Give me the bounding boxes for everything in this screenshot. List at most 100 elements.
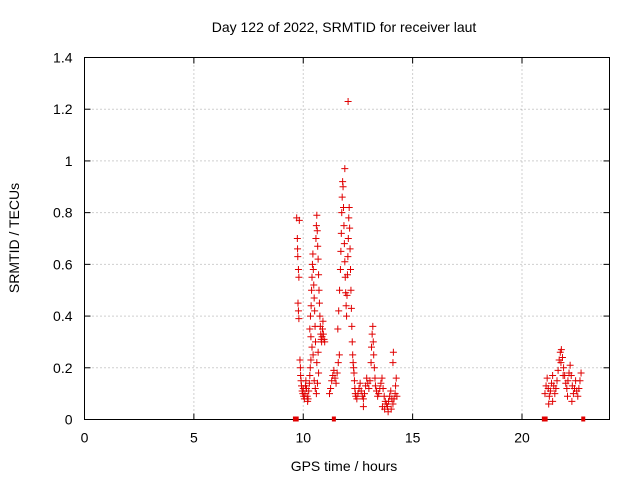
data-point bbox=[305, 379, 313, 387]
data-point bbox=[576, 377, 584, 385]
data-point bbox=[348, 338, 356, 346]
data-point bbox=[361, 390, 368, 398]
data-point bbox=[546, 387, 554, 395]
data-point bbox=[392, 374, 400, 382]
data-point bbox=[564, 392, 571, 400]
data-point bbox=[305, 387, 313, 395]
data-point bbox=[371, 382, 379, 390]
data-point bbox=[367, 359, 375, 367]
data-point bbox=[369, 322, 377, 330]
data-point bbox=[336, 266, 344, 274]
data-point bbox=[307, 302, 315, 310]
data-point bbox=[340, 222, 348, 230]
data-point bbox=[311, 307, 319, 315]
data-point bbox=[326, 390, 333, 398]
data-point bbox=[306, 364, 314, 372]
data-point bbox=[341, 165, 349, 173]
data-point bbox=[327, 384, 335, 392]
data-point bbox=[558, 353, 566, 361]
data-point bbox=[335, 351, 343, 359]
data-point bbox=[347, 266, 354, 274]
data-point bbox=[308, 273, 316, 281]
data-point bbox=[295, 216, 303, 224]
x-tick-label: 5 bbox=[190, 430, 198, 446]
grid-lines bbox=[84, 57, 610, 420]
chart-title: Day 122 of 2022, SRMTID for receiver lau… bbox=[212, 19, 477, 35]
data-point bbox=[294, 266, 302, 274]
data-point bbox=[349, 351, 357, 359]
data-point bbox=[333, 369, 341, 377]
data-point bbox=[346, 245, 354, 253]
data-point bbox=[310, 294, 318, 302]
data-point bbox=[346, 224, 354, 232]
data-point bbox=[551, 390, 559, 398]
data-point bbox=[337, 247, 345, 255]
y-tick-label: 0.2 bbox=[53, 360, 73, 376]
data-point bbox=[304, 395, 312, 403]
y-tick-label: 0.4 bbox=[53, 308, 73, 324]
data-point bbox=[387, 405, 395, 413]
data-point bbox=[366, 377, 374, 385]
data-point bbox=[306, 312, 314, 320]
x-tick-label: 15 bbox=[405, 430, 421, 446]
data-point bbox=[377, 379, 385, 387]
data-point bbox=[378, 374, 386, 382]
data-point bbox=[543, 374, 551, 382]
data-point bbox=[334, 325, 342, 333]
data-point bbox=[574, 392, 582, 400]
data-point bbox=[313, 227, 321, 235]
x-tick-label: 10 bbox=[295, 430, 311, 446]
data-point bbox=[313, 379, 321, 387]
baseline-marker bbox=[581, 416, 586, 422]
data-point bbox=[343, 271, 351, 279]
data-point bbox=[338, 209, 346, 217]
data-point bbox=[307, 356, 315, 364]
data-point bbox=[389, 348, 397, 356]
data-point bbox=[308, 260, 316, 268]
data-point bbox=[341, 258, 349, 266]
data-point bbox=[345, 214, 353, 222]
data-point bbox=[332, 379, 340, 387]
data-point bbox=[371, 374, 379, 382]
data-point bbox=[294, 299, 302, 307]
data-point bbox=[347, 304, 355, 312]
data-point bbox=[338, 193, 346, 201]
data-point bbox=[559, 372, 567, 380]
data-point bbox=[566, 361, 574, 369]
data-point bbox=[340, 240, 348, 248]
data-point bbox=[331, 374, 339, 382]
data-point bbox=[545, 392, 553, 400]
data-point bbox=[347, 286, 355, 294]
data-point bbox=[343, 312, 351, 320]
baseline-markers bbox=[292, 416, 586, 422]
axis-ticks bbox=[84, 57, 610, 420]
baseline-marker bbox=[294, 416, 299, 422]
data-point bbox=[296, 364, 304, 372]
data-point bbox=[343, 291, 351, 299]
data-point bbox=[315, 286, 323, 294]
data-point bbox=[368, 343, 375, 351]
data-point bbox=[321, 338, 329, 346]
data-point bbox=[294, 307, 302, 315]
y-tick-label: 1 bbox=[65, 153, 73, 169]
data-point bbox=[575, 384, 583, 392]
data-point bbox=[311, 384, 319, 392]
y-tick-label: 1.2 bbox=[53, 101, 73, 117]
data-point bbox=[342, 302, 350, 310]
data-point bbox=[557, 346, 565, 354]
data-point bbox=[389, 359, 397, 367]
data-point bbox=[309, 266, 317, 274]
data-point bbox=[336, 286, 344, 294]
data-point bbox=[315, 369, 323, 377]
baseline-marker bbox=[331, 416, 336, 422]
data-point bbox=[356, 379, 364, 387]
plot-border bbox=[84, 57, 610, 420]
data-point bbox=[334, 359, 342, 367]
data-point bbox=[308, 286, 316, 294]
data-point bbox=[306, 325, 314, 333]
data-point bbox=[552, 384, 560, 392]
data-point bbox=[309, 250, 317, 258]
data-point bbox=[365, 384, 373, 392]
data-point bbox=[345, 203, 353, 211]
